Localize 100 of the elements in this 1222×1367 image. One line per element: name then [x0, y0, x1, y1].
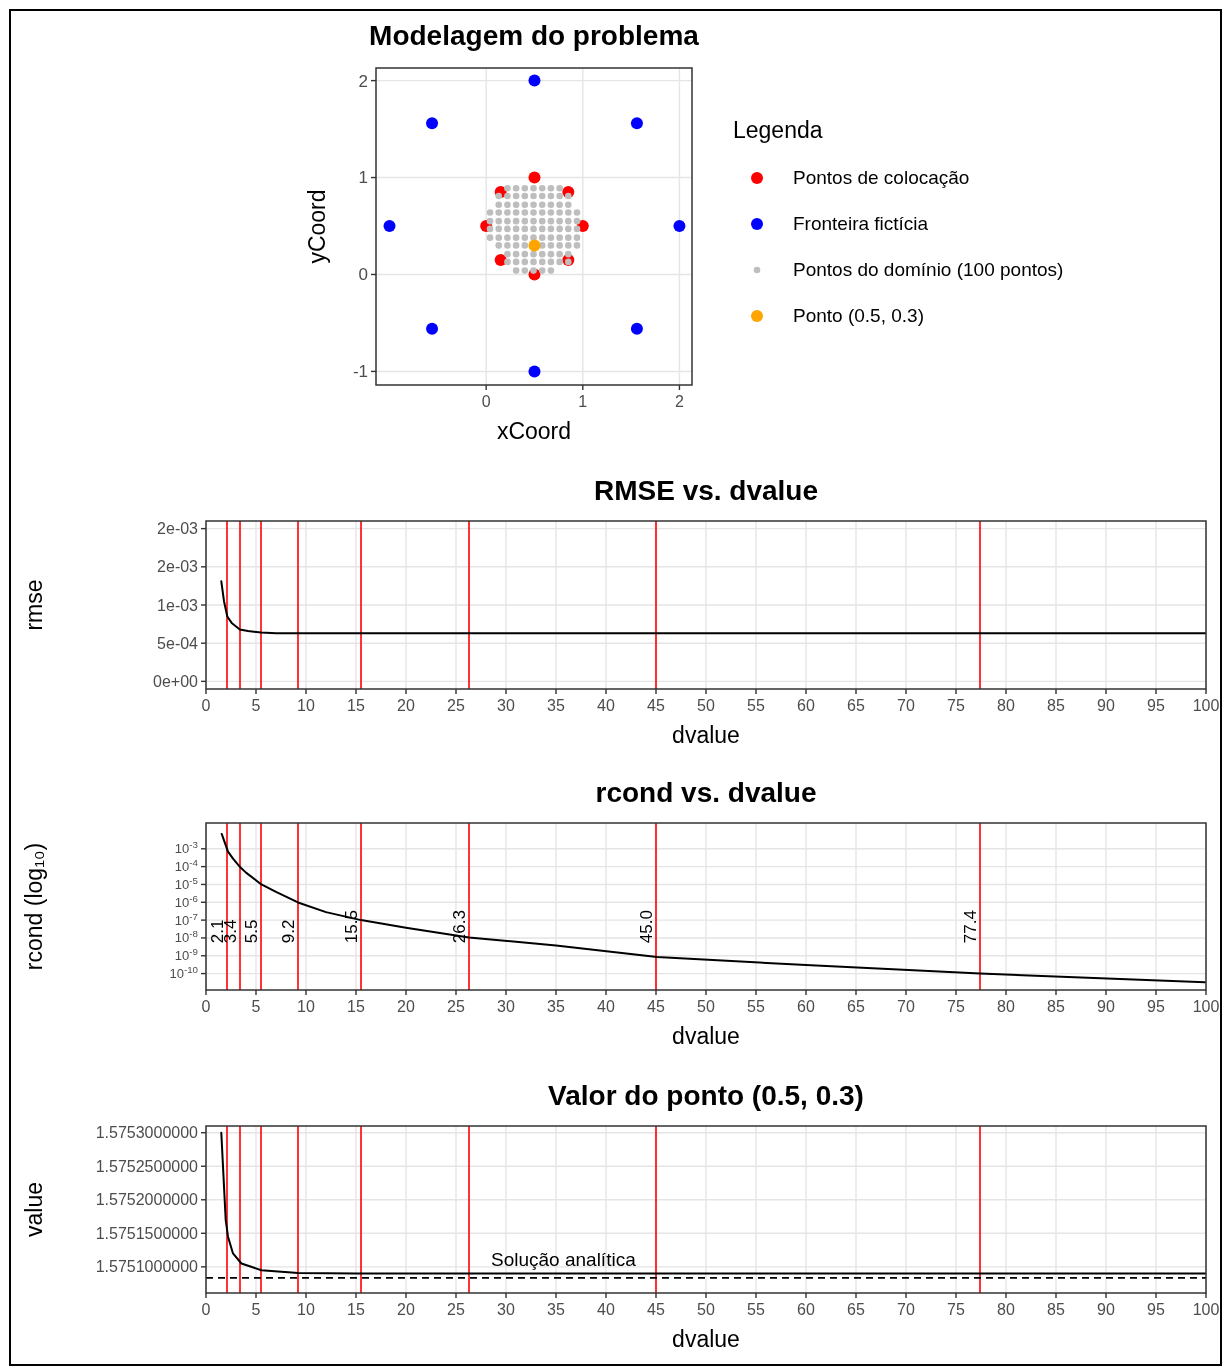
x-tick-label: 55 — [747, 998, 765, 1015]
chart-title: Valor do ponto (0.5, 0.3) — [548, 1080, 864, 1111]
x-tick-label: 80 — [997, 697, 1015, 714]
y-tick-label: 1.5751500000 — [95, 1224, 199, 1242]
x-tick-label: 50 — [697, 697, 715, 714]
x-tick-label: 10 — [297, 697, 315, 714]
x-tick-label: 80 — [997, 998, 1015, 1015]
point — [673, 220, 686, 233]
x-tick-label: 100 — [1192, 697, 1220, 714]
chart-title: Modelagem do problema — [369, 20, 700, 51]
y-tick-label: 2 — [358, 71, 368, 91]
x-tick-label: 85 — [1047, 1301, 1065, 1318]
y-tick-label: 2e-03 — [157, 558, 199, 576]
y-axis-title: value — [21, 1182, 47, 1237]
y-tick-label: 2e-03 — [157, 520, 199, 538]
x-axis-title: dvalue — [672, 1023, 740, 1049]
ref-line-label: 5.5 — [242, 919, 261, 944]
y-tick-label: 10$^{-9}$ — [174, 945, 198, 964]
x-tick-label: 15 — [347, 697, 365, 714]
legend-label: Pontos de colocação — [793, 167, 970, 188]
y-tick-label: 1.5752500000 — [95, 1157, 199, 1175]
x-tick-label: 90 — [1097, 1301, 1115, 1318]
point — [528, 171, 541, 184]
x-tick-label: 75 — [947, 998, 965, 1015]
x-tick-label: 95 — [1147, 998, 1165, 1015]
x-tick-label: 40 — [597, 697, 615, 714]
chart-title: RMSE vs. dvalue — [593, 475, 819, 506]
x-tick-label: 60 — [797, 1301, 815, 1318]
x-tick-label: 35 — [547, 697, 565, 714]
x-tick-label: 15 — [347, 1301, 365, 1318]
point — [630, 117, 643, 130]
x-tick-label: 25 — [447, 697, 465, 714]
point — [426, 322, 439, 335]
x-tick-label: 100 — [1192, 1301, 1220, 1318]
x-tick-label: 5 — [251, 1301, 261, 1318]
y-tick-label: 1.5752000000 — [95, 1191, 199, 1209]
x-tick-label: 85 — [1047, 998, 1065, 1015]
y-tick-label: 1 — [358, 168, 368, 188]
x-tick-label: 20 — [397, 998, 415, 1015]
x-tick-label: 0 — [201, 1301, 211, 1318]
x-tick-label: 70 — [897, 1301, 915, 1318]
x-tick-label: 5 — [251, 998, 261, 1015]
x-tick-label: 95 — [1147, 1301, 1165, 1318]
point — [383, 220, 396, 233]
x-tick-label: 45 — [647, 1301, 665, 1318]
x-tick-label: 5 — [251, 697, 261, 714]
y-tick-label: 0 — [358, 265, 368, 285]
x-tick-label: 10 — [297, 998, 315, 1015]
ref-line-label: 77.4 — [961, 910, 980, 944]
chart-title: rcond vs. dvalue — [595, 777, 817, 808]
x-tick-label: 55 — [747, 1301, 765, 1318]
x-tick-label: 25 — [447, 998, 465, 1015]
legend-label: Pontos do domínio (100 pontos) — [793, 259, 1064, 280]
ref-line-label: 15.5 — [342, 910, 361, 944]
line-series — [220, 580, 1206, 635]
ref-line-label: Solução analítica — [491, 1248, 637, 1270]
x-tick-label: 20 — [397, 1301, 415, 1318]
y-axis-title: yCoord — [304, 189, 330, 264]
x-tick-label: 1 — [578, 393, 588, 410]
point — [528, 239, 541, 252]
y-tick-label: 5e-04 — [157, 634, 199, 652]
x-tick-label: 100 — [1192, 998, 1220, 1015]
x-tick-label: 15 — [347, 998, 365, 1015]
y-tick-label: 10$^{-5}$ — [174, 874, 199, 892]
x-tick-label: 30 — [497, 697, 515, 714]
y-tick-label: 10$^{-10}$ — [169, 963, 199, 982]
x-tick-label: 50 — [697, 998, 715, 1015]
y-tick-label: 1e-03 — [157, 596, 199, 614]
y-tick-label: 1.5751000000 — [95, 1258, 199, 1276]
y-tick-label: 10$^{-7}$ — [174, 910, 198, 928]
point — [528, 74, 541, 87]
x-tick-label: 65 — [847, 1301, 865, 1318]
y-axis-title: rcond (log₁₀) — [21, 842, 47, 971]
y-tick-label: -1 — [352, 362, 368, 382]
y-tick-label: 10$^{-6}$ — [174, 892, 198, 910]
ref-line-label: 9.2 — [279, 919, 298, 944]
y-tick-label: 10$^{-8}$ — [174, 927, 198, 946]
x-tick-label: 65 — [847, 697, 865, 714]
x-tick-label: 80 — [997, 1301, 1015, 1318]
x-tick-label: 75 — [947, 1301, 965, 1318]
x-tick-label: 90 — [1097, 697, 1115, 714]
ref-line-label: 26.3 — [450, 910, 469, 944]
x-tick-label: 65 — [847, 998, 865, 1015]
y-tick-label: 1.5753000000 — [95, 1124, 199, 1142]
x-tick-label: 0 — [201, 697, 211, 714]
x-axis-title: dvalue — [672, 1326, 740, 1352]
x-tick-label: 85 — [1047, 697, 1065, 714]
x-axis-title: dvalue — [672, 722, 740, 748]
legend-label: Fronteira fictícia — [793, 213, 929, 234]
x-tick-label: 0 — [481, 393, 491, 410]
point — [426, 117, 439, 130]
x-tick-label: 35 — [547, 1301, 565, 1318]
ref-line-label: 45.0 — [637, 910, 656, 944]
x-tick-label: 25 — [447, 1301, 465, 1318]
point — [630, 322, 643, 335]
point — [528, 365, 541, 378]
y-tick-label: 10$^{-4}$ — [174, 856, 199, 875]
x-tick-label: 40 — [597, 1301, 615, 1318]
legend-title: Legenda — [733, 117, 823, 143]
x-tick-label: 70 — [897, 697, 915, 714]
